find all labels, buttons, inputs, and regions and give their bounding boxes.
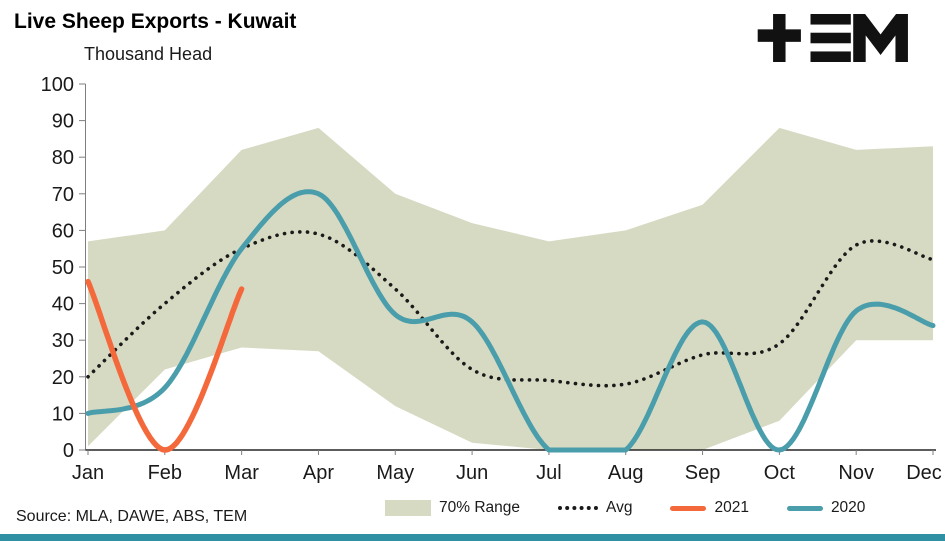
y-tick-label: 70 — [52, 184, 74, 206]
legend-swatch-dots — [558, 506, 599, 510]
legend-label: 70% Range — [439, 499, 521, 516]
x-tick-label: Dec — [906, 462, 942, 484]
y-tick-label: 100 — [41, 74, 74, 96]
x-tick-label: Oct — [764, 462, 796, 484]
source-note: Source: MLA, DAWE, ABS, TEM — [16, 508, 248, 525]
x-tick-label: Jun — [456, 462, 488, 484]
legend-swatch-line — [670, 505, 707, 511]
bottom-accent-bar — [0, 534, 945, 541]
2021-series-line — [85, 278, 245, 453]
tem-logo — [757, 0, 912, 62]
x-tick-label: Jul — [536, 462, 562, 484]
y-tick-label: 80 — [52, 147, 74, 169]
x-tick-label: Sep — [685, 462, 721, 484]
x-tick-label: Jan — [72, 462, 104, 484]
y-axis-title: Thousand Head — [84, 44, 213, 64]
y-tick-label: 50 — [52, 257, 74, 279]
x-tick-label: Feb — [148, 462, 182, 484]
range-band-area — [88, 127, 933, 451]
chart-legend: 70% Range Avg 2021 2020 — [385, 496, 865, 520]
legend-swatch-line — [786, 505, 823, 511]
avg-series-line — [86, 230, 935, 388]
legend-label: 2020 — [830, 499, 866, 516]
legend-item-avg: Avg — [558, 499, 632, 517]
x-tick-label: May — [376, 462, 414, 484]
2020-series-line — [85, 189, 936, 453]
x-tick-label: Mar — [224, 462, 259, 484]
y-tick-label: 0 — [63, 440, 74, 462]
y-tick-label: 20 — [52, 367, 74, 389]
legend-label: 2021 — [714, 499, 749, 516]
legend-item-2021: 2021 — [670, 499, 749, 517]
y-tick-label: 10 — [52, 403, 74, 425]
x-tick-label: Aug — [608, 462, 644, 484]
y-tick-label: 90 — [52, 111, 74, 133]
legend-item-70-range: 70% Range — [385, 499, 520, 517]
legend-label: Avg — [606, 499, 633, 516]
y-tick-label: 60 — [52, 220, 74, 242]
chart-title: Live Sheep Exports - Kuwait — [14, 10, 297, 33]
y-tick-label: 30 — [52, 330, 74, 352]
x-tick-label: Apr — [303, 462, 334, 484]
legend-swatch-band — [385, 500, 431, 516]
y-tick-label: 40 — [52, 294, 74, 316]
legend-item-2020: 2020 — [786, 499, 866, 517]
tem-logo-icon — [757, 0, 908, 62]
x-tick-label: Nov — [838, 462, 874, 484]
